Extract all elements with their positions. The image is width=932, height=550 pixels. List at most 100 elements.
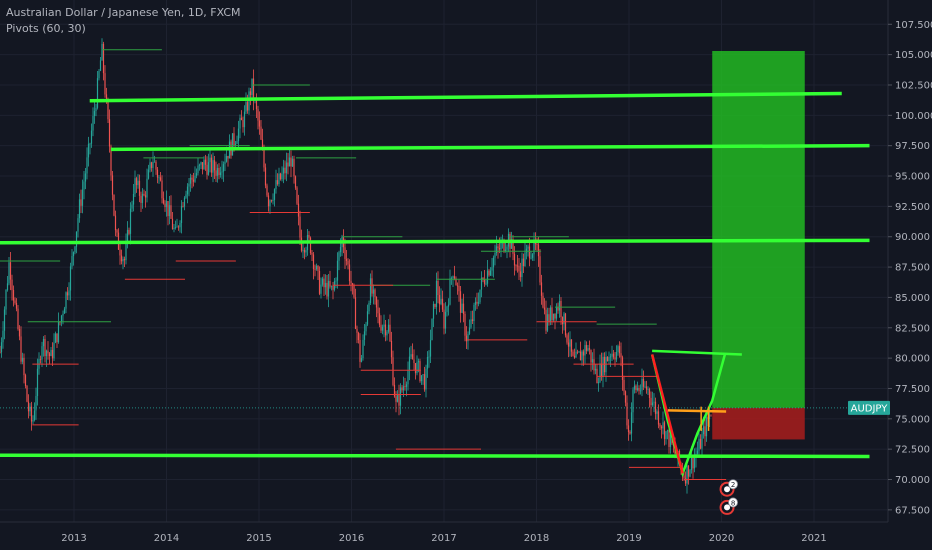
projection-top-line[interactable] (652, 349, 742, 356)
candle-body (135, 178, 138, 186)
price-tick-label: 87.500 (895, 263, 930, 274)
candle-body (423, 374, 426, 390)
candle-body (609, 356, 612, 358)
candle-body (71, 256, 73, 267)
candle-body (428, 356, 430, 358)
candle-body (81, 189, 84, 206)
candle-body (581, 351, 583, 361)
candle-body (164, 203, 166, 208)
candle-body (63, 308, 66, 314)
candle-body (590, 349, 592, 363)
candle-body (305, 250, 307, 253)
candle-body (69, 266, 72, 291)
candle-body (308, 234, 310, 238)
candle-body (291, 158, 294, 167)
trend-line[interactable] (89, 91, 842, 103)
candle-body (525, 248, 528, 253)
candle-body (303, 249, 306, 253)
price-tick-label: 92.500 (895, 202, 930, 213)
candle-body (653, 401, 655, 403)
candle-body (362, 339, 364, 359)
projection-orange-line[interactable] (667, 409, 727, 413)
candle-body (503, 239, 505, 252)
candle-body (152, 162, 154, 168)
candle-body (551, 307, 553, 321)
candle-body (459, 291, 462, 313)
candle-body (356, 328, 358, 333)
candle-body (636, 388, 639, 391)
candle-body (620, 353, 622, 358)
candle-body (60, 315, 63, 323)
candle-body (431, 318, 433, 341)
candle-body (122, 259, 124, 262)
candle-body (183, 197, 186, 207)
time-axis[interactable]: 2013 2014 2015 2016 2017 2018 2019 2020 2021 (61, 533, 826, 544)
trend-line[interactable] (0, 453, 870, 459)
time-tick-label: 2021 (801, 533, 826, 544)
candle-body (696, 450, 699, 454)
trend-line[interactable] (0, 238, 870, 245)
candle-body (410, 354, 412, 357)
candle-body (335, 280, 337, 282)
candle-body (426, 356, 429, 369)
candle-body (495, 246, 498, 254)
candle-body (689, 470, 691, 477)
candle-body (221, 171, 223, 173)
candle-body (651, 402, 654, 406)
candle-body (614, 357, 616, 360)
stop-loss-zone[interactable] (712, 407, 805, 440)
projection-down-leg[interactable] (650, 354, 684, 474)
candle-body (0, 352, 1, 353)
candle-body (638, 388, 640, 391)
indicator-label[interactable]: Pivots (60, 30) (6, 22, 86, 35)
candle-body (510, 239, 513, 249)
event-marker-dot (724, 486, 731, 493)
candle-body (192, 179, 195, 182)
candle-body (309, 237, 312, 253)
candle-body (416, 362, 418, 374)
candle-body (188, 183, 190, 187)
pivot-lines (0, 49, 727, 481)
profit-zone[interactable] (712, 50, 805, 408)
candle-body (635, 385, 637, 391)
candle-body (77, 218, 79, 232)
candle-body (300, 237, 303, 251)
candle-body (273, 189, 276, 200)
candle-body (363, 331, 366, 340)
candle-body (201, 162, 204, 170)
candle-body (455, 278, 457, 286)
candle-body (467, 333, 469, 342)
candle-body (348, 264, 351, 282)
price-axis[interactable]: 67.500 70.000 72.500 75.000 77.500 80.000 82.5… (888, 20, 932, 517)
candle-body (231, 133, 234, 156)
candle-body (239, 117, 241, 129)
candle-body (14, 300, 16, 303)
candle-body (297, 203, 300, 217)
price-tick-label: 102.500 (895, 80, 932, 91)
candle-body (591, 359, 594, 363)
candle-body (129, 208, 132, 234)
candle-body (546, 314, 549, 331)
time-tick-label: 2013 (61, 533, 86, 544)
candle-body (336, 260, 339, 281)
candle-body (143, 193, 145, 196)
candle-body (20, 336, 22, 362)
candle-body (422, 374, 424, 376)
candle-body (206, 164, 208, 175)
candle-body (173, 228, 175, 230)
candle-body (392, 357, 394, 385)
trend-line[interactable] (110, 143, 870, 152)
candle-body (87, 143, 90, 158)
event-markers[interactable]: 28 (719, 479, 738, 515)
candle-body (629, 431, 631, 434)
candle-body (417, 361, 420, 363)
candle-body (648, 389, 651, 398)
candle-body (345, 258, 348, 261)
candle-body (203, 159, 205, 170)
candle-body (627, 425, 630, 432)
candle-body (116, 230, 118, 233)
candle-body (524, 252, 526, 267)
event-count-badge (728, 497, 738, 508)
candle-body (159, 177, 162, 181)
